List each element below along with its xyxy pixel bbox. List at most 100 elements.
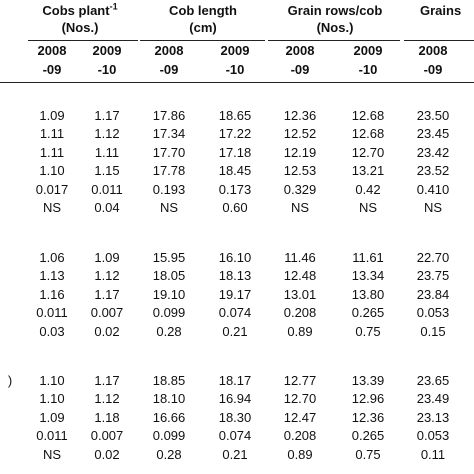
cell: 13.01 bbox=[283, 286, 317, 302]
cell: 0.099 bbox=[152, 428, 186, 444]
cell: 1.17 bbox=[94, 373, 120, 388]
cell: 13.34 bbox=[351, 268, 385, 284]
cell: NS bbox=[290, 200, 310, 215]
cell: 0.75 bbox=[355, 323, 381, 339]
cell: 12.70 bbox=[283, 391, 317, 407]
cell: 12.47 bbox=[283, 409, 317, 425]
cell: 23.65 bbox=[416, 373, 450, 388]
cell: 1.09 bbox=[39, 409, 65, 425]
cell: 18.85 bbox=[152, 373, 186, 388]
cell: 17.22 bbox=[218, 126, 252, 142]
cell: 0.193 bbox=[152, 181, 186, 197]
cell: 0.173 bbox=[218, 181, 252, 197]
cell: 23.45 bbox=[416, 126, 450, 142]
cell: 1.18 bbox=[94, 409, 120, 425]
header-rule bbox=[28, 40, 138, 41]
cell: 0.265 bbox=[351, 428, 385, 444]
cell: 23.13 bbox=[416, 409, 450, 425]
cell: 1.16 bbox=[39, 286, 65, 302]
cell: 0.011 bbox=[36, 305, 68, 321]
cell: 19.10 bbox=[152, 286, 186, 302]
cell: 0.011 bbox=[91, 181, 123, 197]
cell: 17.34 bbox=[152, 126, 186, 142]
cell: 0.21 bbox=[222, 446, 248, 462]
cell: 1.15 bbox=[94, 163, 120, 179]
cell: 1.10 bbox=[39, 391, 65, 407]
cell: NS bbox=[159, 200, 179, 215]
cell: 18.65 bbox=[218, 108, 252, 123]
cell: 0.007 bbox=[90, 428, 124, 444]
cell: 0.02 bbox=[94, 323, 120, 339]
year-label: -10 bbox=[225, 62, 245, 77]
cell: 11.46 bbox=[284, 250, 316, 265]
cell: NS bbox=[423, 200, 443, 215]
cell: 0.02 bbox=[94, 446, 120, 462]
cell: 13.21 bbox=[351, 163, 385, 179]
cell: 0.011 bbox=[36, 428, 68, 444]
cell: 12.48 bbox=[283, 268, 317, 284]
cell: 23.52 bbox=[416, 163, 450, 179]
cell: 17.86 bbox=[152, 108, 186, 123]
year-label: -09 bbox=[159, 62, 179, 77]
header-rule bbox=[268, 40, 400, 41]
cell: 18.05 bbox=[152, 268, 186, 284]
cell: 0.410 bbox=[416, 181, 450, 197]
group-title-text: Cob length bbox=[169, 3, 237, 18]
cell: 16.10 bbox=[218, 250, 252, 265]
group-title: Cob length bbox=[169, 3, 237, 19]
cell: 1.10 bbox=[39, 163, 65, 179]
cell: 0.03 bbox=[39, 323, 65, 339]
year-label: 2009 bbox=[92, 43, 122, 58]
cell: 23.42 bbox=[416, 144, 450, 160]
cell: 1.11 bbox=[39, 144, 65, 160]
cell: 12.68 bbox=[351, 126, 385, 142]
cell: 0.017 bbox=[35, 181, 69, 197]
cell: 1.12 bbox=[94, 268, 120, 284]
cell: 1.10 bbox=[39, 373, 65, 388]
cell: 23.49 bbox=[416, 391, 450, 407]
year-label: 2008 bbox=[418, 43, 448, 58]
cell: 13.39 bbox=[351, 373, 385, 388]
group-title: Grain rows/cob bbox=[288, 3, 383, 19]
cell: 12.52 bbox=[283, 126, 317, 142]
row-label: ) bbox=[7, 373, 13, 388]
year-label: -09 bbox=[42, 62, 62, 77]
year-label: 2009 bbox=[353, 43, 383, 58]
cell: 12.77 bbox=[283, 373, 317, 388]
cell: 12.36 bbox=[283, 108, 317, 123]
cell: 0.265 bbox=[351, 305, 385, 321]
cell: 13.80 bbox=[351, 286, 385, 302]
group-title-text: Cobs plant bbox=[42, 3, 110, 18]
cell: 12.19 bbox=[283, 144, 317, 160]
cell: 0.89 bbox=[287, 323, 313, 339]
cell: 0.15 bbox=[420, 323, 446, 339]
cell: 1.17 bbox=[94, 108, 120, 123]
cell: 0.11 bbox=[420, 446, 446, 462]
cell: 0.053 bbox=[416, 428, 450, 444]
cell: 23.50 bbox=[416, 108, 450, 123]
group-title-text: Grain rows/cob bbox=[287, 3, 383, 18]
cell: 0.208 bbox=[283, 305, 317, 321]
cell: 0.074 bbox=[218, 428, 252, 444]
group-unit: (Nos.) bbox=[316, 20, 354, 35]
cell: 16.66 bbox=[152, 409, 186, 425]
cell: 1.12 bbox=[94, 126, 120, 142]
year-label: -09 bbox=[290, 62, 310, 77]
cell: 17.78 bbox=[152, 163, 186, 179]
cell: 11.61 bbox=[352, 250, 384, 265]
year-label: 2008 bbox=[285, 43, 315, 58]
cell: NS bbox=[358, 200, 378, 215]
cell: 12.36 bbox=[351, 409, 385, 425]
header-rule bbox=[404, 40, 474, 41]
cell: 1.09 bbox=[94, 250, 120, 265]
cell: 1.17 bbox=[94, 286, 120, 302]
cell: 18.10 bbox=[152, 391, 186, 407]
cell: 1.06 bbox=[39, 250, 65, 265]
year-label: 2009 bbox=[220, 43, 250, 58]
group-unit: (Nos.) bbox=[61, 20, 99, 35]
cell: 1.12 bbox=[94, 391, 120, 407]
cell: 0.208 bbox=[283, 428, 317, 444]
superscript: -1 bbox=[109, 1, 118, 12]
cell: 12.53 bbox=[283, 163, 317, 179]
